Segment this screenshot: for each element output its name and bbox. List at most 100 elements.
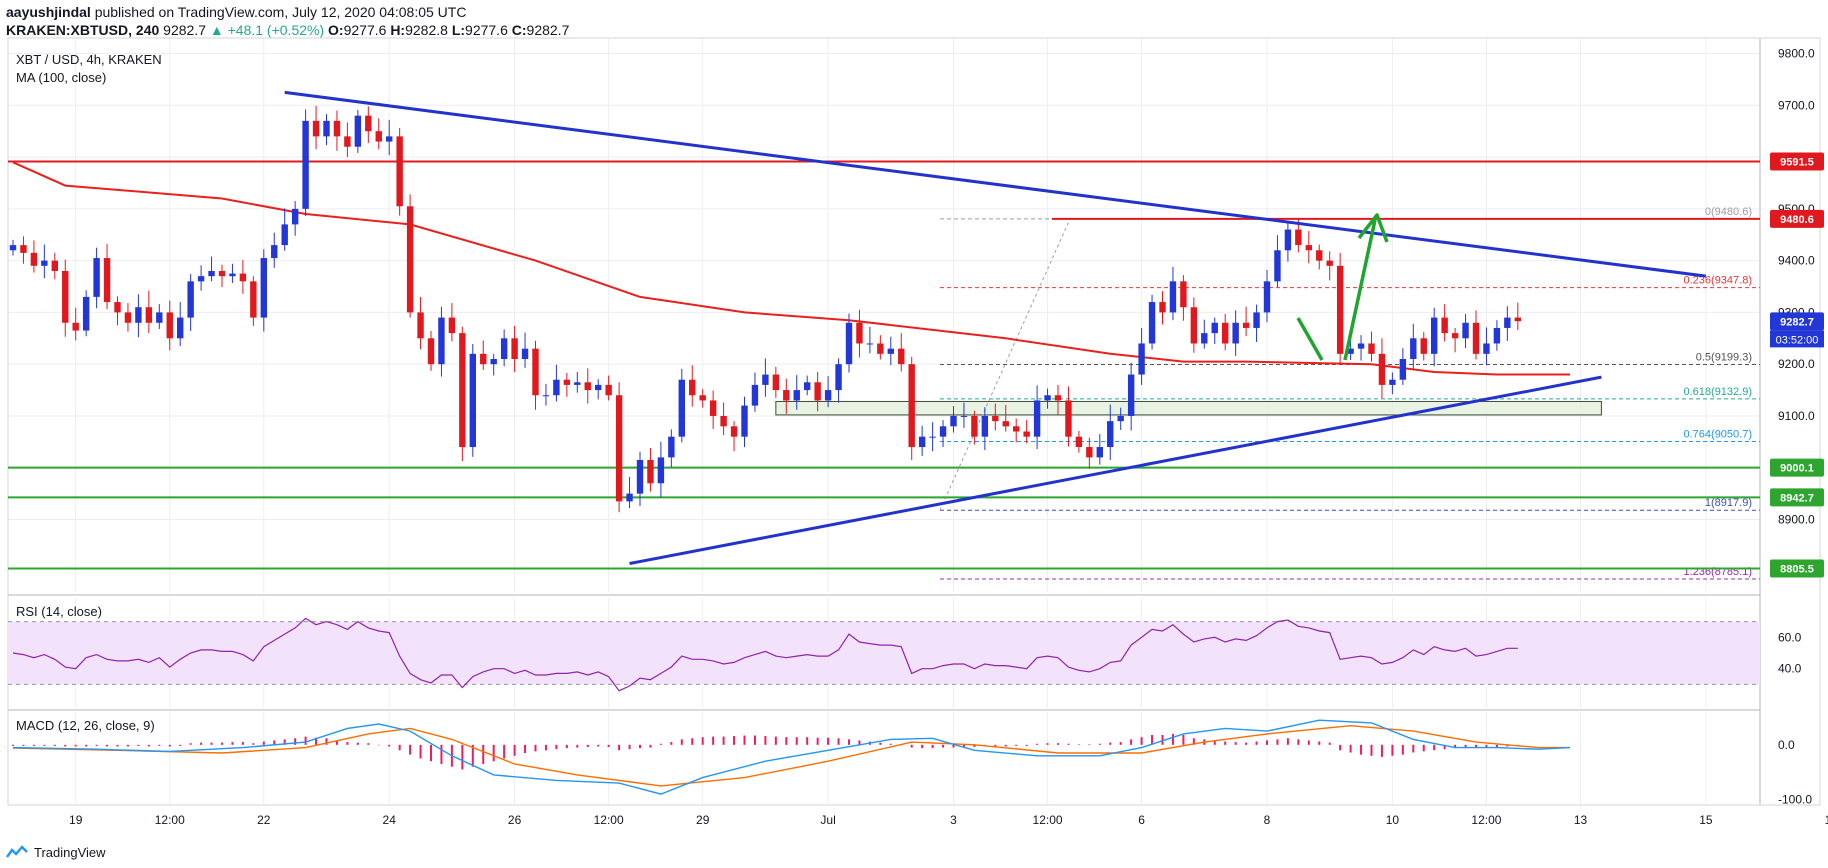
candle-body — [574, 382, 581, 385]
x-tick-label: 24 — [383, 813, 397, 827]
candle-body — [1086, 447, 1093, 458]
macd-hist-bar — [377, 744, 380, 746]
chart-frame — [7, 37, 1821, 806]
macd-hist-bar — [670, 742, 673, 745]
candle-body — [741, 405, 748, 437]
candle-body — [375, 131, 382, 142]
candle-body — [459, 333, 466, 448]
x-tick-label: 6 — [1138, 813, 1145, 827]
macd-hist-bar — [753, 735, 756, 745]
candle-body — [135, 307, 142, 323]
macd-hist-bar — [461, 744, 464, 770]
macd-hist-bar — [565, 744, 568, 749]
macd-hist-bar — [492, 744, 495, 762]
macd-hist-bar — [1307, 740, 1310, 745]
candle-body — [1065, 400, 1072, 437]
x-tick-label: 12:00 — [1471, 813, 1501, 827]
open-label: O: — [328, 22, 344, 38]
macd-hist-bar — [1475, 744, 1477, 749]
macd-hist-bar — [659, 743, 662, 745]
candle-body — [41, 260, 48, 266]
macd-hist-bar — [252, 743, 255, 745]
candle-body — [1232, 322, 1239, 344]
candle-body — [208, 270, 215, 277]
fib-level-label: 0.236(9347.8) — [1684, 275, 1753, 287]
interval[interactable]: 240 — [135, 22, 160, 38]
fib-level-label: 0(9480.6) — [1705, 206, 1752, 218]
macd-hist-bar — [1224, 741, 1227, 745]
candle-body — [511, 338, 518, 360]
candle-body — [971, 415, 978, 437]
macd-hist-bar — [921, 744, 924, 749]
macd-hist-bar — [1140, 737, 1143, 745]
macd-hist-bar — [733, 736, 736, 745]
macd-hist-bar — [1401, 744, 1404, 755]
candle-body — [386, 136, 393, 142]
x-tick-label: Jul — [820, 813, 835, 827]
candle-body — [1472, 322, 1480, 354]
macd-hist-bar — [722, 736, 725, 745]
macd-hist-bar — [106, 744, 109, 747]
macd-hist-bar — [262, 741, 265, 745]
macd-hist-bar — [1025, 744, 1028, 746]
support-zone — [775, 400, 1602, 416]
macd-hist-bar — [649, 744, 652, 748]
macd-hist-bar — [137, 744, 140, 746]
candle-body — [1441, 317, 1448, 334]
candle-body — [678, 379, 685, 437]
candle-body — [1096, 447, 1103, 458]
candle-body — [82, 296, 90, 331]
macd-hist-bar — [764, 736, 767, 745]
macd-hist-bar — [85, 744, 88, 747]
macd-hist-bar — [743, 735, 746, 745]
trendline-upper — [284, 90, 1707, 278]
candle-body — [1138, 343, 1145, 375]
candle-body — [1117, 415, 1124, 422]
candle-body — [406, 206, 414, 313]
candle-body — [156, 312, 163, 323]
macd-hist-bar — [607, 744, 610, 748]
macd-hist-bar — [712, 736, 715, 745]
macd-hist-bar — [1433, 744, 1436, 751]
publisher-name[interactable]: aayushjindal — [6, 4, 91, 20]
candle-body — [1326, 260, 1333, 266]
candle-body — [730, 426, 738, 437]
candle-body — [166, 312, 173, 339]
footer: TradingView — [6, 840, 106, 864]
candle-body — [1399, 359, 1407, 380]
arrow-down-leg — [1296, 317, 1324, 361]
macd-hist-bar — [1098, 743, 1101, 745]
macd-hist-bar — [795, 737, 798, 745]
candle-body — [657, 457, 665, 484]
macd-hist-bar — [1151, 734, 1154, 745]
macd-hist-bar — [1182, 734, 1185, 745]
level-price-tag-bg — [1770, 458, 1824, 477]
main-pane — [8, 38, 1760, 592]
macd-hist-bar — [1077, 744, 1080, 745]
low-label: L: — [451, 22, 466, 38]
macd-hist-bar — [639, 744, 641, 749]
macd-hist-bar — [1328, 742, 1331, 745]
tradingview-brand[interactable]: TradingView — [34, 844, 106, 860]
macd-hist-bar — [1380, 744, 1383, 757]
candle-body — [762, 374, 769, 385]
level-price-tag: 9591.5 — [1780, 156, 1814, 168]
candle-body — [814, 382, 821, 401]
macd-hist-bar — [691, 738, 694, 745]
candle-body — [1420, 338, 1427, 354]
publish-info: aayushjindal published on TradingView.co… — [6, 4, 466, 20]
candle-body — [615, 395, 623, 502]
macd-hist-bar — [398, 744, 401, 751]
macd-hist-bar — [419, 744, 422, 759]
macd-hist-bar — [1255, 741, 1258, 745]
symbol-name[interactable]: KRAKEN:XBTUSD — [6, 22, 129, 38]
macd-pane — [8, 712, 1760, 805]
x-tick-label: 22 — [257, 813, 271, 827]
candle-body — [887, 348, 894, 354]
macd-hist-bar — [1443, 744, 1446, 750]
x-tick-label: 19 — [69, 813, 83, 827]
macd-hist-bar — [1286, 738, 1289, 745]
macd-hist-bar — [555, 744, 558, 750]
candle-body — [1023, 431, 1030, 437]
